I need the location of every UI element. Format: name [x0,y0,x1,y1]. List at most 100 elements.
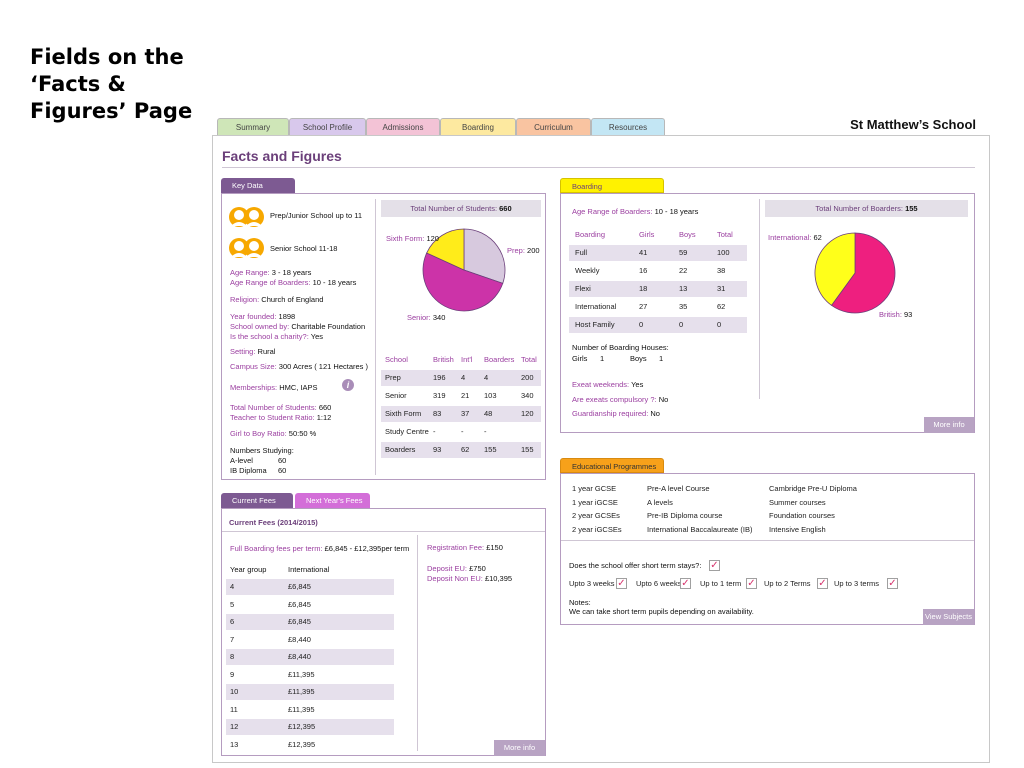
boarders-pie-title-value: 155 [905,204,918,213]
fees-more-info-button[interactable]: More info [494,740,545,756]
religion-label: Religion: [230,295,260,304]
year-group-header: Year group [230,565,267,574]
programme-item: A levels [647,497,673,507]
duration-checkbox[interactable]: ✓ [887,578,898,589]
table-cell: 27 [639,302,648,311]
table-cell: 100 [717,248,730,257]
age-boarders-value: 10 - 18 years [312,278,357,287]
edu-tab[interactable]: Educational Programmes [560,458,664,473]
heading-divider [222,167,975,168]
table-row-stripe [569,317,747,333]
pie-slice-international [814,232,856,306]
table-cell: £8,440 [288,634,311,644]
table-cell: 200 [521,373,534,382]
exeat-value: Yes [631,380,644,389]
table-cell: 9 [230,669,235,679]
british-slice-value: 93 [904,310,913,319]
owned-label: School owned by: [230,322,290,331]
table-header-cell: Boys [679,230,696,239]
table-row-stripe [226,614,394,630]
table-cell: 6 [230,617,235,626]
tab-resources[interactable]: Resources [591,118,665,135]
table-cell: Full [575,248,588,257]
boarding-column-divider [759,199,760,399]
tab-school-profile[interactable]: School Profile [289,118,366,135]
table-cell: 83 [433,409,442,418]
short-term-checkbox[interactable]: ✓ [709,560,720,571]
durations-row: Upto 3 weeks ✓ Upto 6 weeks ✓ Up to 1 term ✓ U… [569,578,969,592]
column-divider [375,199,376,475]
duration-checkbox[interactable]: ✓ [616,578,627,589]
table-cell: 62 [461,445,470,454]
page-heading: Facts and Figures [222,148,342,164]
table-row-stripe [226,649,394,665]
table-cell: £6,845 [288,599,311,609]
table-cell: 120 [521,409,534,418]
boarding-panel: Age Range of Boarders: 10 - 18 years Boa… [560,193,975,433]
programme-item: Summer courses [769,497,826,507]
deposit-eu-value: £750 [469,564,486,573]
view-subjects-button[interactable]: View Subjects [923,609,974,625]
table-cell: 38 [717,266,726,275]
table-cell: 5 [230,599,235,609]
tab-boarding[interactable]: Boarding [440,118,516,135]
table-cell: 8 [230,652,235,661]
houses-label: Number of Boarding Houses: [572,343,669,352]
page-frame [212,135,990,763]
senior-students-icon [229,238,264,258]
programmes-grid: 1 year GCSE 1 year iGCSE 2 year GCSEs 2 yea… [572,482,967,538]
key-data-tab[interactable]: Key Data [221,178,295,193]
tab-summary[interactable]: Summary [217,118,289,135]
duration-checkbox[interactable]: ✓ [680,578,691,589]
table-cell: 0 [679,320,684,329]
charity-value: Yes [310,332,323,341]
tab-curriculum[interactable]: Curriculum [516,118,591,135]
duration-checkbox[interactable]: ✓ [817,578,828,589]
tab-admissions[interactable]: Admissions [366,118,440,135]
sixth-form-slice-value: 120 [426,234,439,243]
table-cell: 41 [639,248,648,257]
table-cell: 21 [461,391,470,400]
studying-name: IB Diploma [230,466,267,475]
houses-boys-value: 1 [659,354,664,363]
next-year-fees-tab[interactable]: Next Year's Fees [295,493,370,508]
edu-divider [561,540,974,541]
setting-label: Setting: [230,347,256,356]
table-row-stripe [381,442,541,458]
programme-item: Pre-IB Diploma course [647,511,723,520]
table-cell: Boarders [385,445,416,454]
boarding-more-info-button[interactable]: More info [924,417,974,433]
table-header-cell: Boarders [484,355,515,364]
current-fees-tab[interactable]: Current Fees [221,493,293,508]
british-slice-label: British: [879,310,902,319]
key-data-panel: Prep/Junior School up to 11 Senior Schoo… [221,193,546,480]
info-icon[interactable]: i [342,379,354,391]
table-cell: 31 [717,284,726,293]
table-cell: 16 [639,266,648,275]
fees-divider [222,531,545,532]
senior-slice-value: 340 [432,313,446,322]
table-cell: £6,845 [288,582,311,591]
table-row-stripe [226,719,394,735]
pie-slice-sixth-form [426,228,465,271]
age-range-label: Age Range: [230,268,270,277]
table-row-stripe [226,579,394,595]
table-cell: 4 [230,582,235,591]
table-header-cell: British [433,355,454,364]
registration-value: £150 [486,543,503,552]
senior-label: Senior School 11-18 [270,244,338,253]
table-header-cell: School [385,355,408,364]
deposit-non-eu-label: Deposit Non EU: [427,574,483,583]
students-pie-title-value: 660 [499,204,512,213]
programme-item: International Baccalaureate (IB) [647,524,753,534]
table-cell: 35 [679,302,688,311]
table-cell: - [461,427,464,436]
girl-boy-label: Girl to Boy Ratio: [230,429,287,438]
table-cell: 0 [639,320,644,329]
table-cell: 155 [484,445,497,454]
duration-checkbox[interactable]: ✓ [746,578,757,589]
table-cell: 0 [717,320,722,329]
programme-item: 2 year iGCSEs [572,524,622,534]
table-header-cell: Total [521,355,537,364]
boarding-tab[interactable]: Boarding [560,178,664,193]
